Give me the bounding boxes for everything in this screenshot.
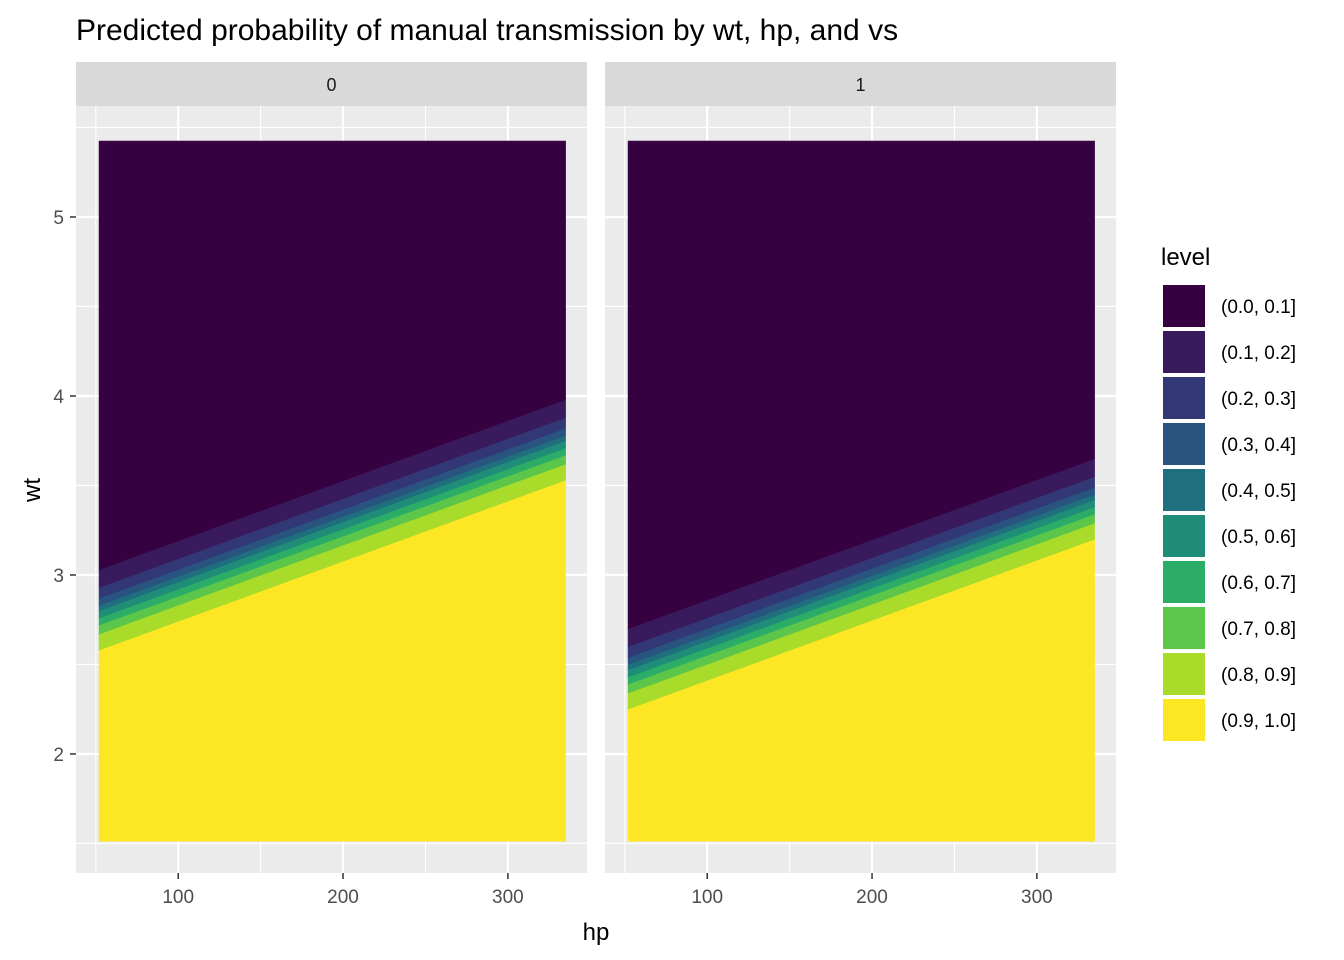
legend-label: (0.7, 0.8] xyxy=(1221,619,1296,640)
legend-item: (0.4, 0.5] xyxy=(1161,467,1296,513)
legend-label: (0.3, 0.4] xyxy=(1221,435,1296,456)
legend-swatch xyxy=(1161,605,1207,651)
legend-title: level xyxy=(1161,244,1210,271)
legend-item: (0.7, 0.8] xyxy=(1161,605,1296,651)
legend-swatch xyxy=(1161,421,1207,467)
legend-label: (0.4, 0.5] xyxy=(1221,481,1296,502)
panel-vs-0: 0 100 200 300 2 3 4 5 xyxy=(53,62,587,908)
legend-label: (0.0, 0.1] xyxy=(1221,297,1296,318)
legend-item: (0.8, 0.9] xyxy=(1161,651,1296,697)
legend: level (0.0, 0.1] (0.1, 0.2] (0.2, 0.3] (0.3… xyxy=(1161,244,1296,743)
legend-label: (0.2, 0.3] xyxy=(1221,389,1296,410)
legend-label: (0.9, 1.0] xyxy=(1221,711,1296,732)
legend-item: (0.3, 0.4] xyxy=(1161,421,1296,467)
legend-swatch xyxy=(1161,651,1207,697)
panels: 0 100 200 300 2 3 4 5 1 100 200 300 xyxy=(53,62,1116,908)
legend-swatch xyxy=(1161,697,1207,743)
legend-label: (0.8, 0.9] xyxy=(1221,665,1296,686)
legend-item: (0.9, 1.0] xyxy=(1161,697,1296,743)
facet-strip-label: 0 xyxy=(326,75,336,95)
contour-band xyxy=(627,140,1095,630)
legend-swatch xyxy=(1161,283,1207,329)
legend-swatch xyxy=(1161,513,1207,559)
contour-band xyxy=(98,140,566,571)
legend-label: (0.6, 0.7] xyxy=(1221,573,1296,594)
facet-strip xyxy=(76,62,587,106)
legend-item: (0.6, 0.7] xyxy=(1161,559,1296,605)
legend-item: (0.0, 0.1] xyxy=(1161,283,1296,329)
legend-items: (0.0, 0.1] (0.1, 0.2] (0.2, 0.3] (0.3, 0.4]… xyxy=(1161,283,1296,743)
x-tick-label: 300 xyxy=(1021,887,1053,908)
facet-strip xyxy=(605,62,1116,106)
x-tick-label: 200 xyxy=(856,887,888,908)
y-tick-label: 2 xyxy=(53,745,64,766)
x-tick-label: 300 xyxy=(492,887,524,908)
panel-vs-1: 1 100 200 300 xyxy=(605,62,1116,908)
x-tick-label: 100 xyxy=(691,887,723,908)
chart-title: Predicted probability of manual transmis… xyxy=(76,14,898,47)
legend-item: (0.5, 0.6] xyxy=(1161,513,1296,559)
legend-swatch xyxy=(1161,559,1207,605)
legend-label: (0.1, 0.2] xyxy=(1221,343,1296,364)
x-axis-title: hp xyxy=(583,919,610,946)
legend-item: (0.1, 0.2] xyxy=(1161,329,1296,375)
y-tick-label: 3 xyxy=(53,566,64,587)
x-tick-label: 200 xyxy=(327,887,359,908)
legend-item: (0.2, 0.3] xyxy=(1161,375,1296,421)
legend-swatch xyxy=(1161,467,1207,513)
y-axis-title: wt xyxy=(19,478,46,503)
x-tick-label: 100 xyxy=(162,887,194,908)
y-tick-label: 5 xyxy=(53,208,64,229)
facet-strip-label: 1 xyxy=(855,75,865,95)
y-tick-label: 4 xyxy=(53,387,64,408)
legend-label: (0.5, 0.6] xyxy=(1221,527,1296,548)
legend-swatch xyxy=(1161,329,1207,375)
legend-swatch xyxy=(1161,375,1207,421)
